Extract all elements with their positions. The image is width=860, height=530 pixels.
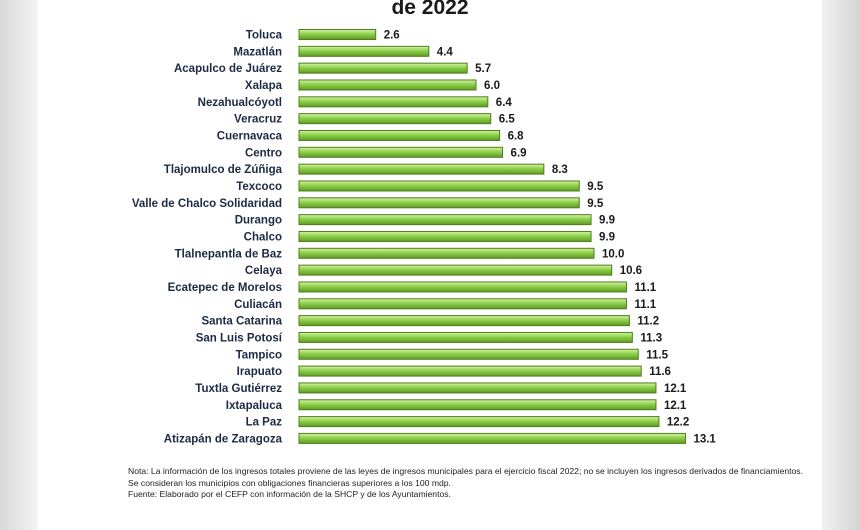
category-label: Chalco bbox=[244, 231, 282, 243]
value-label: 9.5 bbox=[587, 181, 604, 193]
value-label: 10.0 bbox=[602, 248, 624, 260]
category-label: Veracruz bbox=[234, 114, 282, 126]
category-label: Texcoco bbox=[236, 181, 282, 193]
bar bbox=[298, 96, 489, 108]
category-label: Santa Catarina bbox=[201, 316, 282, 328]
category-label: Valle de Chalco Solidaridad bbox=[132, 198, 282, 210]
category-label: La Paz bbox=[246, 417, 283, 429]
value-label: 4.4 bbox=[437, 46, 454, 58]
category-label: Xalapa bbox=[245, 80, 283, 92]
value-label: 11.6 bbox=[649, 366, 671, 378]
value-label: 6.0 bbox=[484, 80, 500, 92]
bar-chart: Toluca 2.6 Mazatlán 4.4 Acapulco de Juárez 5.… bbox=[132, 29, 716, 445]
value-label: 9.9 bbox=[599, 231, 615, 243]
category-label: Ixtapaluca bbox=[226, 400, 283, 412]
category-label: Ecatepec de Morelos bbox=[168, 282, 282, 294]
bar bbox=[298, 315, 630, 327]
note-line: Nota: La información de los ingresos tot… bbox=[128, 466, 803, 476]
bar bbox=[298, 382, 657, 394]
category-label: Celaya bbox=[245, 265, 283, 277]
value-label: 6.4 bbox=[496, 97, 513, 109]
chart-title: de 2022 bbox=[391, 0, 469, 19]
bar bbox=[298, 230, 592, 242]
value-label: 6.9 bbox=[511, 147, 527, 159]
bar bbox=[298, 298, 627, 310]
bar bbox=[298, 129, 501, 141]
value-label: 5.7 bbox=[475, 63, 491, 75]
value-label: 13.1 bbox=[693, 433, 716, 445]
bar bbox=[298, 416, 660, 428]
value-label: 12.1 bbox=[664, 383, 687, 395]
bar bbox=[298, 399, 657, 411]
category-label: Atizapán de Zaragoza bbox=[164, 433, 283, 445]
category-label: San Luis Potosí bbox=[196, 332, 283, 344]
value-label: 6.8 bbox=[508, 130, 525, 142]
value-label: 11.5 bbox=[646, 349, 668, 361]
bar bbox=[298, 45, 430, 57]
bar bbox=[298, 247, 595, 259]
bar bbox=[298, 365, 642, 377]
category-label: Toluca bbox=[246, 30, 283, 42]
bar bbox=[298, 113, 492, 125]
value-label: 12.2 bbox=[667, 417, 689, 429]
bars-layer: Toluca 2.6 Mazatlán 4.4 Acapulco de Juárez 5.… bbox=[132, 29, 716, 445]
category-label: Centro bbox=[245, 147, 282, 159]
bar bbox=[298, 146, 504, 158]
value-label: 6.5 bbox=[499, 114, 516, 126]
bar bbox=[298, 432, 686, 444]
category-label: Durango bbox=[235, 215, 282, 227]
category-label: Nezahualcóyotl bbox=[198, 97, 282, 109]
category-label: Acapulco de Juárez bbox=[174, 63, 282, 75]
right-margin-shadow bbox=[822, 0, 860, 530]
category-label: Mazatlán bbox=[233, 46, 282, 58]
value-label: 11.1 bbox=[634, 282, 656, 294]
value-label: 8.3 bbox=[552, 164, 568, 176]
category-label: Cuernavaca bbox=[217, 130, 283, 142]
bar bbox=[298, 214, 592, 226]
category-label: Culiacán bbox=[234, 299, 282, 311]
value-label: 12.1 bbox=[664, 400, 687, 412]
bar bbox=[298, 29, 377, 40]
chart-notes: Nota: La información de los ingresos tot… bbox=[128, 466, 803, 501]
bar bbox=[298, 62, 468, 74]
bar bbox=[298, 79, 477, 91]
source-line: Fuente: Elaborado por el CEFP con inform… bbox=[128, 489, 451, 499]
category-label: Tuxtla Gutiérrez bbox=[195, 383, 282, 395]
category-label: Tlajomulco de Zúñiga bbox=[164, 164, 283, 176]
category-label: Irapuato bbox=[237, 366, 282, 378]
bar bbox=[298, 197, 580, 209]
consider-line: Se consideran los municipios con obligac… bbox=[128, 477, 451, 488]
bar bbox=[298, 163, 545, 175]
value-label: 9.9 bbox=[599, 215, 615, 227]
category-label: Tampico bbox=[236, 349, 282, 361]
value-label: 9.5 bbox=[587, 198, 604, 210]
bar bbox=[298, 331, 633, 343]
value-label: 2.6 bbox=[384, 30, 400, 42]
left-margin-shadow bbox=[0, 0, 38, 530]
bar bbox=[298, 348, 639, 360]
bar bbox=[298, 264, 613, 276]
value-label: 11.2 bbox=[637, 316, 659, 328]
bar bbox=[298, 180, 580, 192]
category-label: Tlalnepantla de Baz bbox=[175, 248, 283, 260]
value-label: 10.6 bbox=[620, 265, 642, 277]
value-label: 11.3 bbox=[640, 332, 662, 344]
bar bbox=[298, 281, 627, 293]
value-label: 11.1 bbox=[634, 299, 656, 311]
